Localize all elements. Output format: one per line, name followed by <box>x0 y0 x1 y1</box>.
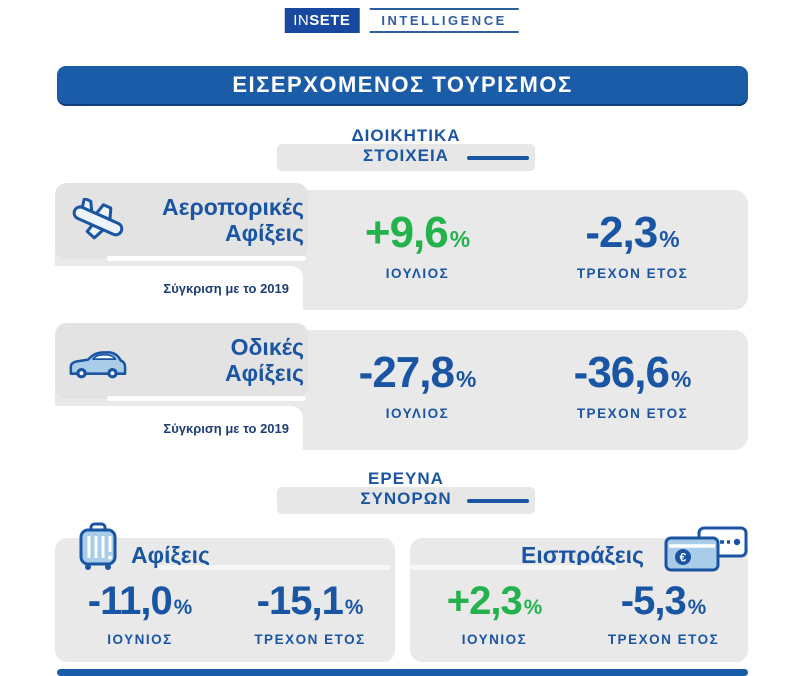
percent-sign: % <box>659 226 680 252</box>
card-road-arrivals: Οδικές Αφίξεις Σύγκριση με το 2019 -27,8… <box>55 323 748 450</box>
comparison-note: Σύγκριση με το 2019 <box>163 280 289 296</box>
metric-label: ΤΡΕΧΟΝ ΕΤΟΣ <box>576 406 689 421</box>
metric-value: -15,1% <box>256 579 364 623</box>
title-underline <box>107 396 306 401</box>
card-air-metrics: +9,6% ΙΟΥΛΙΟΣ -2,3% ΤΡΕΧΟΝ ΕΤΟΣ <box>310 190 740 302</box>
comparison-note: Σύγκριση με το 2019 <box>163 420 289 436</box>
percent-sign: % <box>687 596 707 619</box>
metric-july: -27,8% ΙΟΥΛΙΟΣ <box>310 330 525 442</box>
comparison-note-tab: Σύγκριση με το 2019 <box>55 406 303 450</box>
metric-current-year: -2,3% ΤΡΕΧΟΝ ΕΤΟΣ <box>525 190 740 302</box>
section-label-line1: ΔΙΟΙΚΗΤΙΚΑ <box>351 126 461 145</box>
airplane-landing-icon <box>69 196 127 251</box>
card-receipts: Εισπράξεις € +2,3% ΙΟΥΝΙΟΣ -5,3% ΤΡΕΧΟΝ … <box>410 526 748 662</box>
card-receipts-title: Εισπράξεις <box>521 542 644 568</box>
card-air-title: Αεροπορικές Αφίξεις <box>162 194 304 246</box>
card-arrivals-metrics: -11,0% ΙΟΥΝΙΟΣ -15,1% ΤΡΕΧΟΝ ΕΤΟΣ <box>55 570 395 658</box>
footer-accent-bar <box>57 669 748 676</box>
svg-text:€: € <box>680 551 687 565</box>
metric-current-year: -36,6% ΤΡΕΧΟΝ ΕΤΟΣ <box>525 330 740 442</box>
suitcase-icon <box>77 522 119 577</box>
metric-value: -11,0% <box>87 579 193 623</box>
section-label-line2: ΣΤΟΙΧΕΙΑ <box>363 146 449 165</box>
card-road-title: Οδικές Αφίξεις <box>225 334 304 386</box>
card-receipts-metrics: +2,3% ΙΟΥΝΙΟΣ -5,3% ΤΡΕΧΟΝ ΕΤΟΣ <box>410 570 748 658</box>
credit-cards-icon: € <box>662 525 750 580</box>
percent-sign: % <box>523 596 543 619</box>
metric-value: -27,8% <box>358 348 477 397</box>
logo-main: SETE <box>309 12 351 29</box>
metric-label: ΤΡΕΧΟΝ ΕΤΟΣ <box>254 632 366 647</box>
section-heading-border-survey: ΕΡΕΥΝΑ ΣΥΝΟΡΩΝ <box>277 468 535 518</box>
percent-sign: % <box>455 366 477 392</box>
title-underline <box>158 565 391 570</box>
percent-sign: % <box>344 596 364 619</box>
metric-label: ΤΡΕΧΟΝ ΕΤΟΣ <box>607 632 720 647</box>
metric-label: ΤΡΕΧΟΝ ΕΤΟΣ <box>576 266 689 281</box>
metric-value: -36,6% <box>573 348 692 397</box>
brand-logo: IN SETE INTELLIGENCE <box>284 8 519 33</box>
intelligence-wordmark: INTELLIGENCE <box>369 8 519 33</box>
metric-value: -5,3% <box>620 579 707 623</box>
metric-july: +9,6% ΙΟΥΛΙΟΣ <box>310 190 525 302</box>
metric-value: +2,3% <box>446 579 543 623</box>
card-air-arrivals: Αεροπορικές Αφίξεις Σύγκριση με το 2019 … <box>55 183 748 310</box>
car-icon <box>65 346 127 387</box>
percent-sign: % <box>449 226 471 252</box>
page-title: ΕΙΣΕΡΧΟΜΕΝΟΣ ΤΟΥΡΙΣΜΟΣ <box>232 72 573 97</box>
section-dash <box>467 499 529 503</box>
metric-june: -11,0% ΙΟΥΝΙΟΣ <box>55 570 225 658</box>
metric-current-year: -5,3% ΤΡΕΧΟΝ ΕΤΟΣ <box>579 570 748 658</box>
comparison-note-tab: Σύγκριση με το 2019 <box>55 266 303 310</box>
percent-sign: % <box>173 596 193 619</box>
logo-prefix: IN <box>293 12 310 29</box>
section-label-line1: ΕΡΕΥΝΑ <box>368 469 444 488</box>
metric-value: +9,6% <box>364 208 471 257</box>
card-survey-arrivals: Αφίξεις -11,0% ΙΟΥΝΙΟΣ -15,1% ΤΡΕΧΟΝ ΕΤΟ… <box>55 522 395 662</box>
section-dash <box>467 156 529 160</box>
metric-current-year: -15,1% ΤΡΕΧΟΝ ΕΤΟΣ <box>225 570 395 658</box>
page-title-bar: ΕΙΣΕΡΧΟΜΕΝΟΣ ΤΟΥΡΙΣΜΟΣ <box>57 66 748 104</box>
metric-label: ΙΟΥΛΙΟΣ <box>385 406 450 421</box>
title-underline <box>107 256 306 261</box>
title-underline <box>410 565 617 570</box>
metric-label: ΙΟΥΝΙΟΣ <box>461 632 528 647</box>
metric-june: +2,3% ΙΟΥΝΙΟΣ <box>410 570 579 658</box>
section-label-line2: ΣΥΝΟΡΩΝ <box>360 489 452 508</box>
metric-label: ΙΟΥΛΙΟΣ <box>385 266 450 281</box>
section-heading-admin: ΔΙΟΙΚΗΤΙΚΑ ΣΤΟΙΧΕΙΑ <box>277 125 535 175</box>
metric-value: -2,3% <box>585 208 680 257</box>
card-road-metrics: -27,8% ΙΟΥΛΙΟΣ -36,6% ΤΡΕΧΟΝ ΕΤΟΣ <box>310 330 740 442</box>
card-arrivals-title: Αφίξεις <box>131 542 210 568</box>
metric-label: ΙΟΥΝΙΟΣ <box>107 632 173 647</box>
insete-logo-box: IN SETE <box>284 8 360 33</box>
percent-sign: % <box>670 366 692 392</box>
